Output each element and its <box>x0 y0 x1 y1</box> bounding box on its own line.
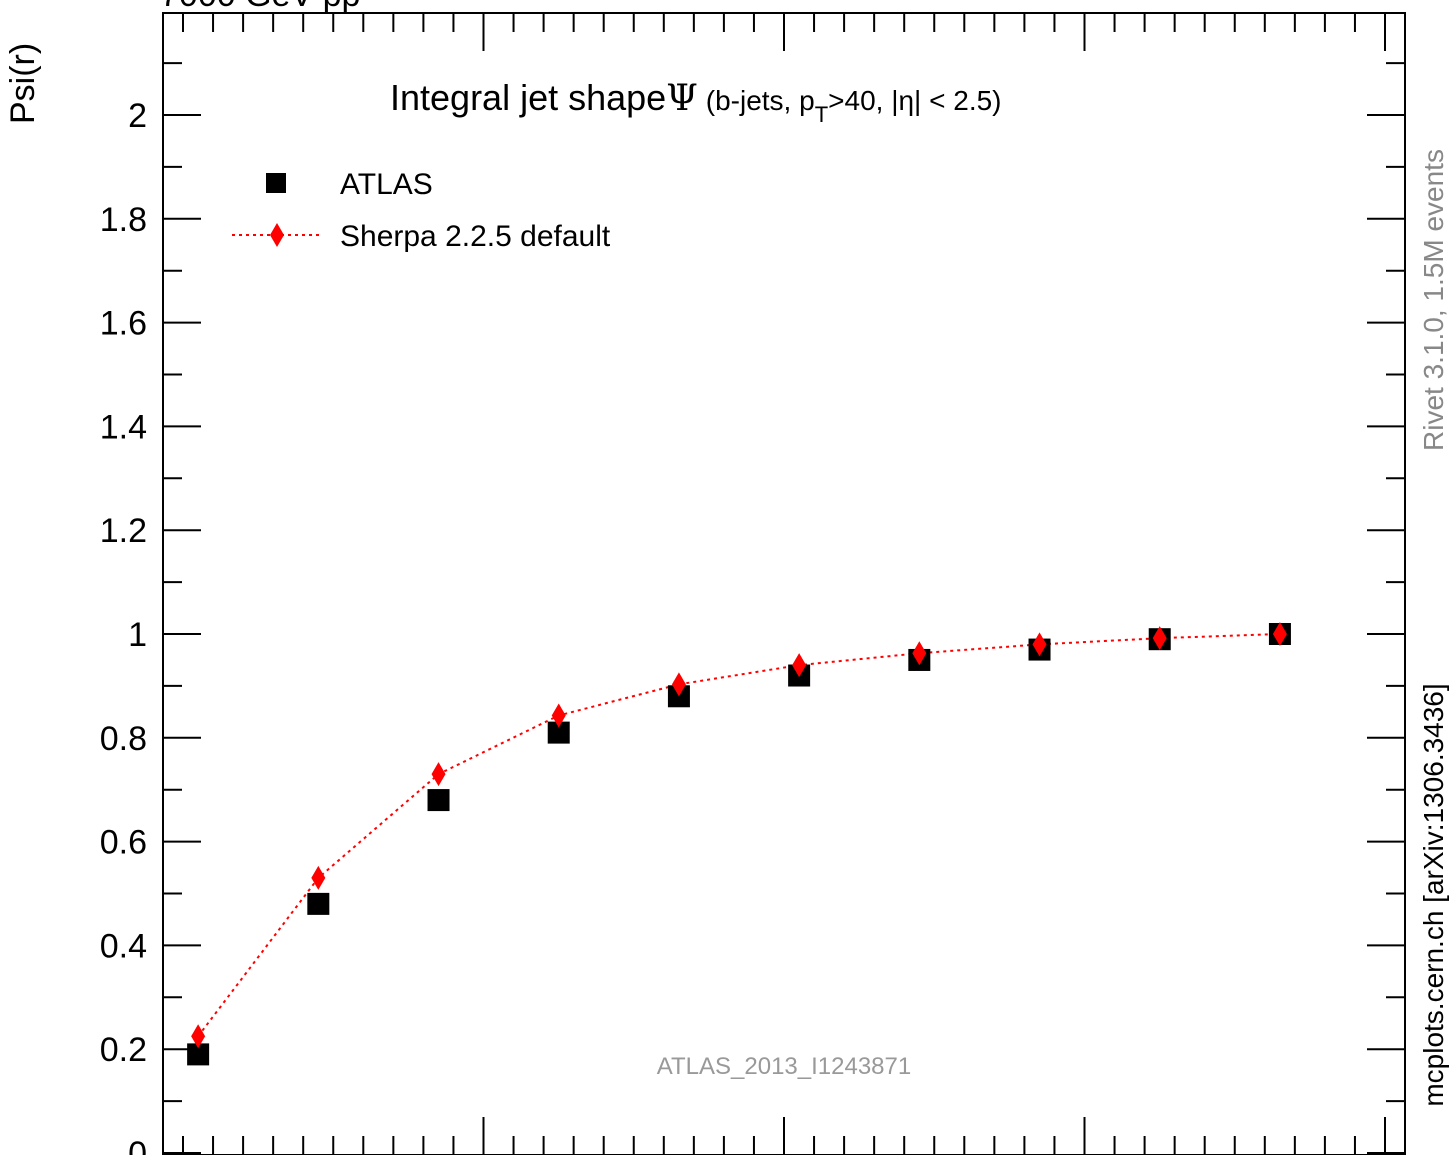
y-tick-label: 1 <box>128 616 147 654</box>
sherpa-point <box>431 762 446 787</box>
plot-title-text: Integral jet shape <box>390 77 666 118</box>
rivet-version-label: Rivet 3.1.0, 1.5M events <box>1418 149 1449 451</box>
legend: ATLAS Sherpa 2.2.5 default <box>232 168 611 253</box>
y-tick-label: 0.4 <box>100 927 147 965</box>
atlas-point <box>547 721 570 744</box>
mcplots-reference-label: mcplots.cern.ch [arXiv:1306.3436] <box>1418 683 1449 1106</box>
y-tick-label: 0.6 <box>100 824 147 862</box>
y-axis-ticks: 0 0.2 0.4 0.6 0.8 1 1.2 1.4 1.6 1.8 2 <box>100 62 1405 1155</box>
legend-atlas-marker <box>266 173 286 193</box>
x-axis-ticks <box>182 13 1386 1155</box>
sherpa-point <box>311 865 326 890</box>
sherpa-point <box>1152 626 1167 651</box>
sherpa-line <box>197 633 1280 1037</box>
sherpa-point <box>912 641 927 666</box>
legend-sherpa-marker <box>270 223 284 247</box>
atlas-point <box>187 1043 210 1066</box>
title-pt-subscript: T <box>815 102 828 127</box>
analysis-watermark: ATLAS_2013_I1243871 <box>657 1053 911 1080</box>
sherpa-point <box>671 672 686 697</box>
y-tick-label: 1.2 <box>100 512 147 550</box>
y-tick-label: 0 <box>128 1135 147 1155</box>
legend-atlas-label: ATLAS <box>340 168 433 201</box>
y-tick-label: 1.8 <box>100 201 147 239</box>
atlas-point <box>307 892 330 915</box>
sherpa-point <box>792 653 807 678</box>
title-selection-rest: >40, |η| < 2.5) <box>828 85 1001 116</box>
data-series <box>187 622 1291 1066</box>
y-axis-label: Psi(r) <box>4 43 42 124</box>
y-tick-label: 0.2 <box>100 1031 147 1069</box>
legend-sherpa-label: Sherpa 2.2.5 default <box>340 220 611 253</box>
sherpa-point <box>191 1024 206 1049</box>
title-selection-open: (b-jets, p <box>706 85 815 116</box>
sherpa-point <box>1272 622 1287 646</box>
y-tick-label: 2 <box>128 97 147 135</box>
plot-title: Integral jet shapeΨ (b-jets, pT>40, |η| <… <box>390 77 1002 127</box>
y-tick-label: 1.6 <box>100 305 147 343</box>
y-tick-label: 1.4 <box>100 408 147 446</box>
y-tick-label: 0.8 <box>100 720 147 758</box>
sherpa-point <box>1032 632 1047 657</box>
psi-symbol: Ψ <box>666 78 698 119</box>
atlas-point <box>427 789 450 812</box>
sherpa-point <box>551 703 566 728</box>
energy-label: 7000 GeV pp <box>160 0 360 14</box>
